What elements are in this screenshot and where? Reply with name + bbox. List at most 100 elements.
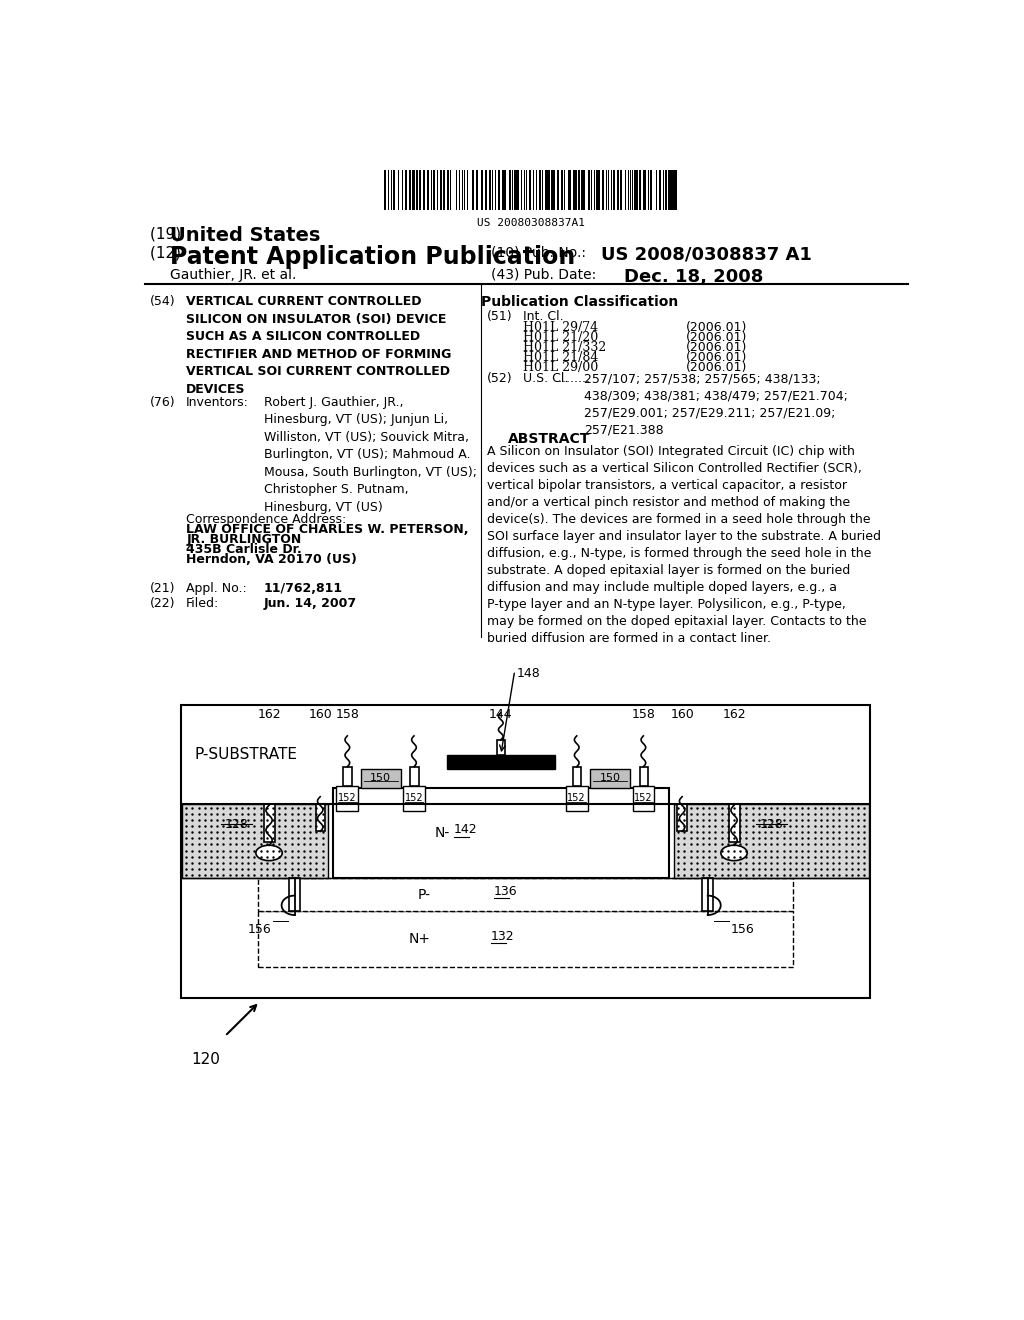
Bar xyxy=(289,878,300,911)
Text: (2006.01): (2006.01) xyxy=(686,360,748,374)
Text: 158: 158 xyxy=(632,708,655,721)
Text: 132: 132 xyxy=(490,929,514,942)
Bar xyxy=(591,170,592,210)
Bar xyxy=(617,170,618,210)
Text: Jun. 14, 2007: Jun. 14, 2007 xyxy=(263,598,356,610)
Text: (2006.01): (2006.01) xyxy=(686,351,748,364)
Bar xyxy=(590,770,630,788)
Text: 156: 156 xyxy=(731,923,755,936)
Bar xyxy=(263,804,275,842)
Text: N+: N+ xyxy=(409,932,430,946)
Text: H01L 21/20: H01L 21/20 xyxy=(523,331,598,345)
Ellipse shape xyxy=(721,845,748,861)
Bar xyxy=(669,170,671,210)
Text: H01L 29/00: H01L 29/00 xyxy=(523,360,598,374)
Bar xyxy=(427,170,429,210)
Bar xyxy=(498,170,500,210)
Bar xyxy=(588,170,590,210)
Text: US 20080308837A1: US 20080308837A1 xyxy=(477,218,585,228)
Text: 128: 128 xyxy=(224,817,249,830)
Text: (52): (52) xyxy=(486,372,512,385)
Text: 150: 150 xyxy=(370,774,391,783)
Text: 158: 158 xyxy=(336,708,359,721)
Text: N-: N- xyxy=(434,826,450,840)
Text: Dec. 18, 2008: Dec. 18, 2008 xyxy=(624,268,763,285)
Text: H01L 21/332: H01L 21/332 xyxy=(523,341,606,354)
Bar xyxy=(568,170,570,210)
Bar xyxy=(554,170,555,210)
Bar xyxy=(343,767,352,785)
Bar xyxy=(397,170,399,210)
Text: (10) Pub. No.:: (10) Pub. No.: xyxy=(490,246,586,260)
Bar xyxy=(557,170,559,210)
Text: H01L 29/74: H01L 29/74 xyxy=(523,321,598,334)
Text: 160: 160 xyxy=(308,708,332,721)
Text: ABSTRACT: ABSTRACT xyxy=(508,432,590,446)
Bar xyxy=(613,170,614,210)
Bar xyxy=(640,767,648,785)
Text: (51): (51) xyxy=(486,310,512,323)
Bar xyxy=(413,170,415,210)
Bar xyxy=(551,170,553,210)
Bar xyxy=(650,170,652,210)
Text: 128: 128 xyxy=(760,817,783,830)
Bar xyxy=(388,170,389,210)
Text: (22): (22) xyxy=(150,598,175,610)
Bar xyxy=(423,170,425,210)
Text: 120: 120 xyxy=(191,1052,220,1067)
Text: (12): (12) xyxy=(150,246,185,260)
Text: 162: 162 xyxy=(722,708,745,721)
Text: H01L 21/84: H01L 21/84 xyxy=(523,351,599,364)
Text: 150: 150 xyxy=(599,774,621,783)
Text: (2006.01): (2006.01) xyxy=(686,321,748,334)
Text: U.S. Cl.: U.S. Cl. xyxy=(523,372,568,385)
Bar xyxy=(360,770,400,788)
Bar xyxy=(476,170,478,210)
Text: 11/762,811: 11/762,811 xyxy=(263,582,343,595)
Bar xyxy=(634,170,636,210)
Bar xyxy=(464,170,465,210)
Bar xyxy=(566,785,588,810)
Text: 160: 160 xyxy=(671,708,694,721)
Text: Herndon, VA 20170 (US): Herndon, VA 20170 (US) xyxy=(186,553,357,566)
Bar xyxy=(663,170,665,210)
Bar xyxy=(484,170,486,210)
Text: 152: 152 xyxy=(404,793,423,804)
Bar xyxy=(675,170,677,210)
Text: 156: 156 xyxy=(248,923,271,936)
Bar xyxy=(572,767,582,785)
Bar xyxy=(384,170,386,210)
Bar xyxy=(472,170,474,210)
Bar xyxy=(601,170,604,210)
Text: United States: United States xyxy=(170,226,321,246)
Text: Robert J. Gauthier, JR.,
Hinesburg, VT (US); Junjun Li,
Williston, VT (US); Souv: Robert J. Gauthier, JR., Hinesburg, VT (… xyxy=(263,396,476,513)
Bar xyxy=(582,170,584,210)
Text: Appl. No.:: Appl. No.: xyxy=(186,582,247,595)
Text: 152: 152 xyxy=(634,793,652,804)
Text: Int. Cl.: Int. Cl. xyxy=(523,310,564,323)
Bar xyxy=(607,170,609,210)
Bar xyxy=(655,170,657,210)
Bar xyxy=(514,170,515,210)
Bar xyxy=(446,755,555,770)
Text: 435B Carlisle Dr.: 435B Carlisle Dr. xyxy=(186,544,302,557)
Text: 144: 144 xyxy=(489,708,513,721)
Bar xyxy=(439,170,442,210)
Bar xyxy=(596,170,598,210)
Text: (43) Pub. Date:: (43) Pub. Date: xyxy=(490,268,596,281)
Text: VERTICAL CURRENT CONTROLLED
SILICON ON INSULATOR (SOI) DEVICE
SUCH AS A SILICON : VERTICAL CURRENT CONTROLLED SILICON ON I… xyxy=(186,296,452,396)
Text: JR. BURLINGTON: JR. BURLINGTON xyxy=(186,533,301,546)
Text: A Silicon on Insulator (SOI) Integrated Circuit (IC) chip with
devices such as a: A Silicon on Insulator (SOI) Integrated … xyxy=(486,445,881,645)
Bar xyxy=(545,170,547,210)
Bar xyxy=(516,170,518,210)
Text: 148: 148 xyxy=(516,667,540,680)
Text: .........: ......... xyxy=(554,372,590,385)
Text: Inventors:: Inventors: xyxy=(186,396,249,409)
Text: (2006.01): (2006.01) xyxy=(686,331,748,345)
Text: P-: P- xyxy=(417,887,430,902)
Text: 152: 152 xyxy=(567,793,586,804)
Bar xyxy=(672,170,674,210)
Bar xyxy=(497,739,506,755)
Bar xyxy=(632,170,633,210)
Bar xyxy=(401,170,403,210)
